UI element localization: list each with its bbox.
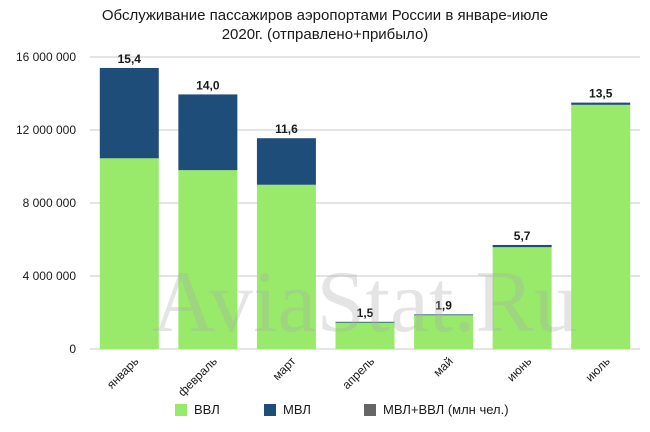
bar-segment-mvl [571,102,631,105]
x-tick-label: июль [583,354,613,384]
x-tick-label: апрель [339,354,377,392]
legend-swatch-total [364,403,376,416]
bar-segment-vvl [414,315,474,349]
data-label: 13,5 [589,87,613,101]
bar-segment-mvl [99,67,159,159]
bar-segment-vvl [492,247,552,349]
bar-chart: 0 4 000 000 8 000 000 12 000 000 16 000 000 1… [16,50,640,399]
data-label: 11,6 [275,122,298,136]
x-tick-label: январь [104,354,141,391]
bar-segment-vvl [335,322,395,349]
legend-label-total: МВЛ+ВВЛ (млн чел.) [383,402,509,417]
y-tick-label: 0 [69,342,76,356]
data-label: 5,7 [514,229,531,243]
legend-item-total: МВЛ+ВВЛ (млн чел.) [364,402,509,417]
legend-label-mvl: МВЛ [283,402,311,417]
x-tick-label: май [430,354,455,379]
legend-item-vvl: ВВЛ [175,402,220,417]
x-tick-label: июнь [504,354,534,384]
y-tick-label: 12 000 000 [16,123,76,137]
data-label: 14,0 [196,78,220,92]
bar-segment-vvl [178,170,238,349]
bar-segment-mvl [492,244,552,248]
bar-segment-vvl [256,184,316,349]
bar-segment-vvl [571,104,631,349]
chart-legend: ВВЛ МВЛ МВЛ+ВВЛ (млн чел.) [0,402,650,426]
legend-swatch-mvl [264,403,276,416]
chart-title: Обслуживание пассажиров аэропортами Росс… [0,6,650,44]
y-tick-label: 16 000 000 [16,50,76,64]
bar-segment-mvl [256,138,316,185]
legend-swatch-vvl [175,403,187,416]
chart-title-line-1: Обслуживание пассажиров аэропортами Росс… [101,7,549,24]
legend-item-mvl: МВЛ [264,402,311,417]
bar-segment-mvl [414,314,474,316]
data-label: 1,5 [357,306,374,320]
bar-segment-vvl [99,158,159,349]
y-tick-label: 8 000 000 [23,196,77,210]
legend-label-vvl: ВВЛ [194,402,220,417]
data-label: 15,4 [118,52,142,66]
chart-title-line-2: 2020г. (отправлено+прибыло) [221,26,429,43]
x-tick-label: март [270,354,299,383]
x-tick-label: февраль [175,354,220,399]
data-label: 1,9 [435,298,452,312]
bar-segment-mvl [335,321,395,323]
y-tick-label: 4 000 000 [23,269,77,283]
bar-segment-mvl [178,94,238,171]
